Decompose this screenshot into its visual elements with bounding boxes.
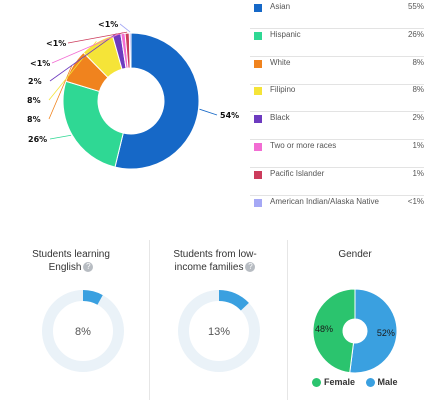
legend-value: 1% (412, 141, 424, 150)
legend-label: Filipino (270, 85, 296, 95)
legend-item-asian: Asian 55% (250, 0, 424, 29)
donut-center-label: 8% (75, 326, 91, 338)
callout-line-american-indian-alaska-native (119, 23, 131, 33)
callout-line-pacific-islander (67, 31, 128, 44)
low-income-donut: 13% (178, 290, 260, 372)
female-legend-swatch (312, 378, 321, 388)
legend-swatch (254, 115, 262, 124)
legend-swatch (254, 87, 262, 96)
ethnicity-donut-chart: 54% 26% 8% 8% 2% <1% <1% <1% (27, 20, 239, 170)
callout-line-asian (199, 108, 218, 116)
gender-slice-male (349, 288, 398, 374)
help-icon[interactable]: ? (245, 262, 256, 273)
legend-value: 8% (412, 85, 424, 95)
legend-value: 1% (412, 168, 424, 178)
legend-item-white: White 8% (250, 56, 424, 85)
callout-label-american-indian-alaska-native: <1% (98, 20, 118, 29)
english-learners-donut: 8% (42, 290, 124, 372)
gender-label-male: 52% (377, 328, 395, 338)
callout-label-two-or-more-races: <1% (30, 59, 50, 68)
legend-item-hispanic: Hispanic 26% (250, 28, 424, 57)
legend-swatch (254, 59, 262, 68)
legend-item-pacific-islander: Pacific Islander 1% (250, 167, 424, 196)
donut-value-arc (83, 290, 103, 305)
female-legend-label: Female (324, 377, 356, 387)
callout-label-hispanic: 26% (28, 135, 47, 144)
callout-line-hispanic (49, 134, 72, 140)
gender-label-female: 48% (315, 324, 333, 334)
low-income-title-line2: income families (174, 262, 244, 273)
legend-label: White (270, 57, 291, 67)
panel-divider (287, 240, 288, 400)
callout-label-black: 2% (28, 77, 42, 86)
slice-asian (114, 32, 200, 170)
english-learners-title-line1: Students learning (32, 249, 110, 260)
callout-label-filipino: 8% (27, 96, 41, 105)
callout-line-white (48, 65, 73, 120)
legend-swatch (254, 198, 262, 207)
gender-title: Gender (300, 248, 410, 261)
legend-label: American Indian/Alaska Native (270, 196, 379, 206)
low-income-title: Students from low- income families? (160, 248, 270, 274)
callout-label-asian: 54% (220, 111, 239, 120)
legend-value: <1% (407, 196, 424, 206)
callout-label-white: 8% (27, 115, 41, 124)
legend-label: Two or more races (270, 141, 337, 150)
callout-line-filipino (48, 41, 97, 101)
legend-item-black: Black 2% (250, 111, 424, 141)
gender-legend: Female Male (312, 377, 398, 388)
legend-value: 2% (412, 113, 424, 123)
english-learners-title-line2: English (48, 262, 82, 273)
callout-line-black (49, 33, 117, 82)
legend-label: Pacific Islander (270, 168, 325, 178)
legend-swatch (254, 31, 262, 40)
gender-pie-chart: 52% 48% (312, 288, 398, 374)
legend-value: 55% (407, 2, 424, 11)
help-icon[interactable]: ? (83, 262, 94, 273)
slice-american-indian-alaska-native (128, 32, 132, 69)
legend-item-filipino: Filipino 8% (250, 83, 424, 113)
english-learners-title: Students learning English? (16, 248, 126, 274)
legend-item-two-or-more-races: Two or more races 1% (250, 139, 424, 168)
legend-swatch (254, 4, 262, 12)
low-income-title-line1: Students from low- (173, 249, 257, 260)
slice-hispanic (62, 80, 124, 168)
legend-swatch (254, 170, 262, 179)
legend-label: Black (270, 113, 290, 123)
callout-line-two-or-more-races (51, 32, 123, 64)
legend-item-american-indian-alaska-native: American Indian/Alaska Native <1% (250, 195, 424, 223)
legend-label: Asian (270, 2, 291, 11)
donut-value-arc (219, 290, 249, 311)
donut-center-label: 13% (208, 326, 230, 338)
callout-label-pacific-islander: <1% (46, 39, 66, 48)
male-legend-swatch (365, 378, 375, 388)
legend-value: 8% (412, 57, 424, 67)
gender-title-text: Gender (338, 249, 372, 260)
legend-value: 26% (407, 29, 424, 39)
legend-label: Hispanic (270, 29, 301, 39)
gender-slice-female (312, 288, 356, 374)
male-legend-label: Male (377, 377, 398, 387)
panel-divider (149, 240, 150, 400)
legend-swatch (254, 143, 262, 151)
